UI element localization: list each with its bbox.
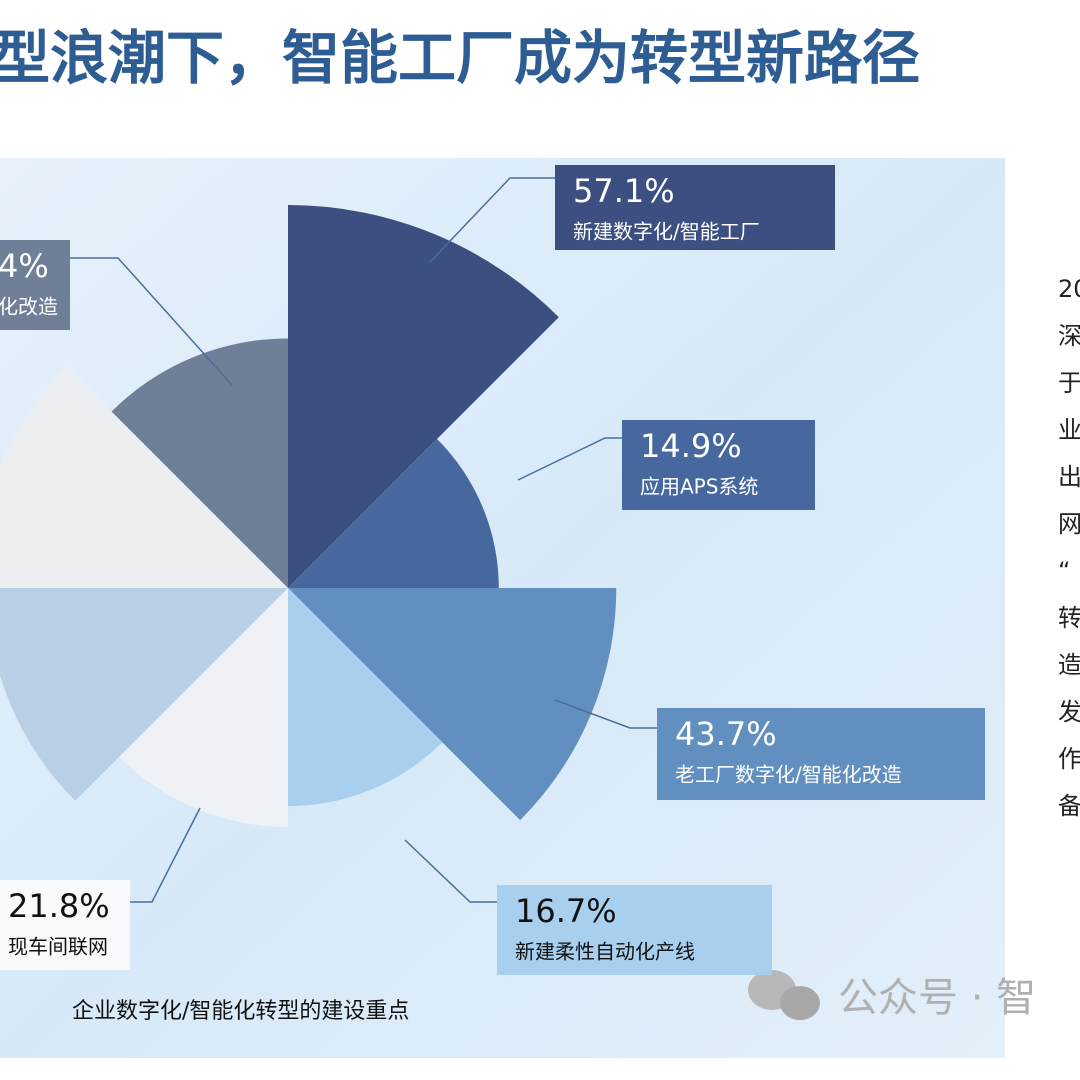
category-label: 老工厂数字化/智能化改造: [675, 763, 902, 787]
side-text: 作: [1058, 745, 1080, 773]
leader-line: [130, 807, 201, 903]
label-box: [622, 420, 815, 510]
page-title: 型浪潮下，智能工厂成为转型新路径: [0, 24, 920, 92]
rose-sector: [0, 366, 288, 588]
side-text: “: [1058, 557, 1070, 585]
value-label: 4%: [0, 247, 49, 285]
value-label: 43.7%: [675, 715, 777, 753]
side-text: 20: [1058, 275, 1080, 303]
rose-chart: [0, 205, 617, 827]
side-text: 造: [1058, 651, 1080, 679]
side-text: 业: [1058, 416, 1080, 444]
leader-line: [404, 839, 497, 903]
watermark: 公众号 · 智: [838, 975, 1036, 1021]
side-text: 深: [1058, 322, 1080, 350]
category-label: 应用APS系统: [640, 475, 758, 499]
rose-sector: [288, 438, 499, 588]
leader-line: [429, 177, 555, 263]
leader-line: [554, 699, 657, 729]
category-label: 新建数字化/智能工厂: [573, 220, 760, 244]
rose-sector: [288, 588, 617, 821]
side-text: 备: [1058, 792, 1080, 820]
label-box: [497, 885, 772, 975]
category-label: 新建柔性自动化产线: [515, 940, 695, 964]
value-label: 57.1%: [573, 172, 675, 210]
label-box: [0, 240, 70, 330]
leader-line: [517, 437, 622, 481]
side-text: 网: [1058, 510, 1080, 538]
category-label: 现车间联网: [8, 935, 108, 959]
category-label: 化改造: [0, 295, 58, 319]
value-label: 21.8%: [8, 887, 110, 925]
value-label: 14.9%: [640, 427, 742, 465]
side-text: 发: [1058, 698, 1080, 726]
label-box: [555, 165, 835, 250]
rose-sector: [0, 588, 288, 801]
side-text: 转: [1058, 604, 1080, 632]
label-box: [0, 880, 130, 970]
value-label: 16.7%: [515, 892, 617, 930]
rose-sector: [288, 588, 443, 807]
side-text: 于: [1058, 369, 1080, 397]
watermark-icon: [748, 970, 820, 1020]
label-box: [657, 708, 985, 800]
rose-sector: [288, 205, 559, 589]
chart-caption: 企业数字化/智能化转型的建设重点: [72, 999, 409, 1024]
side-text: 出: [1058, 463, 1080, 491]
rose-sector: [119, 588, 288, 827]
leader-line: [70, 257, 233, 386]
rose-sector: [111, 338, 288, 588]
